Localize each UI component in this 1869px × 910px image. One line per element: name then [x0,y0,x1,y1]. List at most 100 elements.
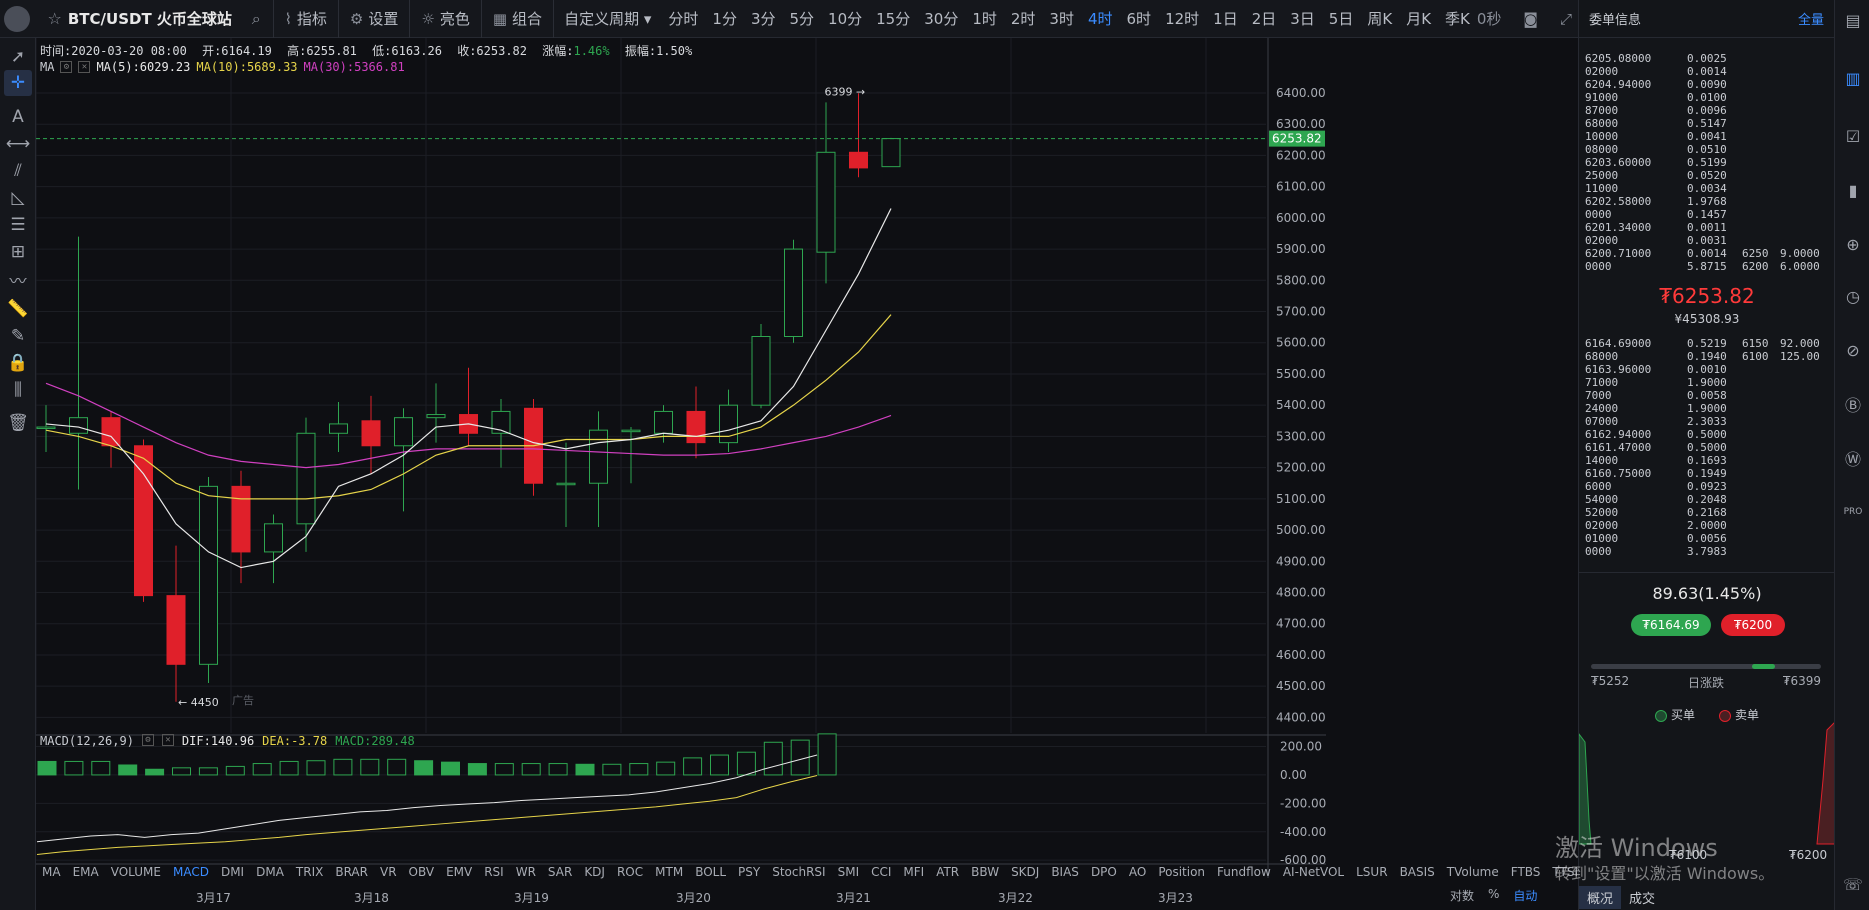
trash-icon[interactable]: 🗑 [7,413,29,433]
period-option[interactable]: 6时 [1126,10,1152,28]
indicator-option[interactable]: VR [379,865,397,879]
orderbook-icon[interactable]: ▤ [1845,10,1861,30]
orderbook-row[interactable]: 6205.08000 0.0025 [1585,52,1825,65]
indicator-option[interactable]: AO [1128,865,1147,879]
orderbook-row[interactable]: 14000 0.1693 [1585,454,1825,467]
candle[interactable] [394,408,413,512]
phone-icon[interactable]: ☏ [1842,874,1863,894]
orderbook-row[interactable]: 68000 0.5147 [1585,117,1825,130]
candle[interactable] [36,405,56,453]
indicator-option[interactable]: DMA [256,865,284,879]
candle[interactable] [524,398,543,496]
candle[interactable] [654,405,673,443]
orderbook-row[interactable]: 02000 0.0014 [1585,65,1825,78]
candle[interactable] [621,427,641,484]
candle[interactable] [101,411,121,468]
candle[interactable] [686,386,706,459]
period-option[interactable]: 12时 [1165,10,1200,28]
indicator-option[interactable]: MACD [172,865,209,879]
indicator-option[interactable]: EMA [72,865,99,879]
w-icon[interactable]: Ⓦ [1844,450,1861,469]
indicator-option[interactable]: SKDJ [1011,865,1040,879]
period-option[interactable]: 30分 [924,10,959,28]
full-depth-toggle[interactable]: 全量 [1797,13,1824,28]
candle[interactable] [231,470,251,584]
orderbook-row[interactable]: 6203.60000 0.5199 [1585,156,1825,169]
indicator-option[interactable]: ROC [616,865,644,879]
indicator-option[interactable]: SAR [547,865,573,879]
crosshair-icon[interactable]: ✛ [4,70,32,96]
bars-icon[interactable]: ▮ [1848,180,1858,200]
candle[interactable] [459,367,478,446]
period-option[interactable]: 1时 [972,10,997,28]
period-option[interactable]: 2时 [1010,10,1036,28]
fullscreen-icon[interactable]: ⤢ [1559,9,1572,28]
period-option[interactable]: 分时 [668,10,699,28]
candle[interactable] [134,439,153,602]
orderbook-row[interactable]: 08000 0.0510 [1585,143,1825,156]
candle[interactable] [69,236,88,490]
indicator-option[interactable]: DPO [1090,865,1117,879]
ruler-icon[interactable]: 📏 [7,299,29,319]
clock-icon[interactable]: ◷ [1846,286,1860,306]
orderbook-row[interactable]: 52000 0.2168 [1585,506,1825,519]
period-option[interactable]: 5日 [1328,10,1354,28]
trend-line-icon[interactable]: ⫽ [14,161,22,181]
indicator-option[interactable]: PSY [738,865,761,879]
indicator-option[interactable]: MTM [655,865,684,879]
best-bid-pill[interactable]: ₮6164.69 [1631,614,1711,636]
orderbook-row[interactable]: 6200.71000 0.0014 6250 9.0000 [1585,247,1825,260]
tab-overview[interactable]: 概况 [1579,886,1622,909]
pro-icon[interactable]: PRO [1843,507,1863,517]
candle[interactable] [881,137,901,168]
period-option[interactable]: 3时 [1049,10,1074,28]
orderbook-row[interactable]: 7000 0.0058 [1585,389,1825,402]
indicator-option[interactable]: TTSI [1552,865,1579,879]
candle[interactable] [751,324,771,409]
period-option[interactable]: 季K [1445,10,1470,28]
indicator-option[interactable]: BRAR [335,865,368,879]
orderbook-row[interactable]: 10000 0.0041 [1585,130,1825,143]
indicator-option[interactable]: OBV [408,865,435,879]
indicator-option[interactable]: Fundflow [1217,865,1271,879]
period-option[interactable]: 3日 [1290,10,1315,28]
close-small-icon[interactable]: ✕ [78,61,91,73]
indicator-option[interactable]: EMV [446,865,473,879]
toolbar-button[interactable]: ▦ 组合 [482,0,555,38]
indicator-option[interactable]: MFI [903,865,925,879]
orderbook-row[interactable]: 6160.75000 0.1949 [1585,467,1825,480]
orderbook-row[interactable]: 54000 0.2048 [1585,493,1825,506]
orderbook-row[interactable]: 02000 2.0000 [1585,519,1825,532]
indicator-option[interactable]: BOLL [695,865,727,879]
candle[interactable] [329,402,348,453]
indicator-option[interactable]: ATR [936,865,960,879]
candle[interactable] [199,476,218,684]
candle[interactable] [426,383,446,443]
link-icon[interactable]: ⊘ [1846,340,1860,360]
chart-icon[interactable]: ▥ [1845,68,1861,88]
indicator-option[interactable]: VOLUME [110,865,161,879]
text-tool-icon[interactable]: A [12,107,24,127]
candle[interactable] [719,389,738,453]
candle[interactable] [816,102,836,284]
indicator-option[interactable]: FTBS [1510,865,1541,879]
indicator-option[interactable]: CCI [871,865,892,879]
orderbook-row[interactable]: 24000 1.9000 [1585,402,1825,415]
candle[interactable] [166,545,186,702]
triangle-icon[interactable]: ◺ [11,188,25,208]
toolbar-button[interactable]: ⚙ 设置 [339,0,411,38]
camera-icon[interactable]: ◙ [1523,9,1538,28]
orderbook-row[interactable]: 25000 0.0520 [1585,169,1825,182]
auto-scale-toggle[interactable]: 自动 [1513,889,1538,903]
period-option[interactable]: 10分 [828,10,863,28]
indicator-option[interactable]: BASIS [1399,865,1435,879]
b-icon[interactable]: Ⓑ [1844,396,1861,415]
toolbar-button[interactable]: ⌇ 指标 [274,0,339,38]
orderbook-row[interactable]: 6201.34000 0.0011 [1585,221,1825,234]
indicator-option[interactable]: TVolume [1446,865,1499,879]
orderbook-row[interactable]: 6164.69000 0.5219 6150 92.000 [1585,337,1825,350]
star-icon[interactable]: ☆ [47,9,62,28]
custom-period-dropdown[interactable]: 自定义周期 ▾ [564,10,652,28]
indicator-option[interactable]: StochRSI [772,865,826,879]
indicator-option[interactable]: LSUR [1356,865,1388,879]
